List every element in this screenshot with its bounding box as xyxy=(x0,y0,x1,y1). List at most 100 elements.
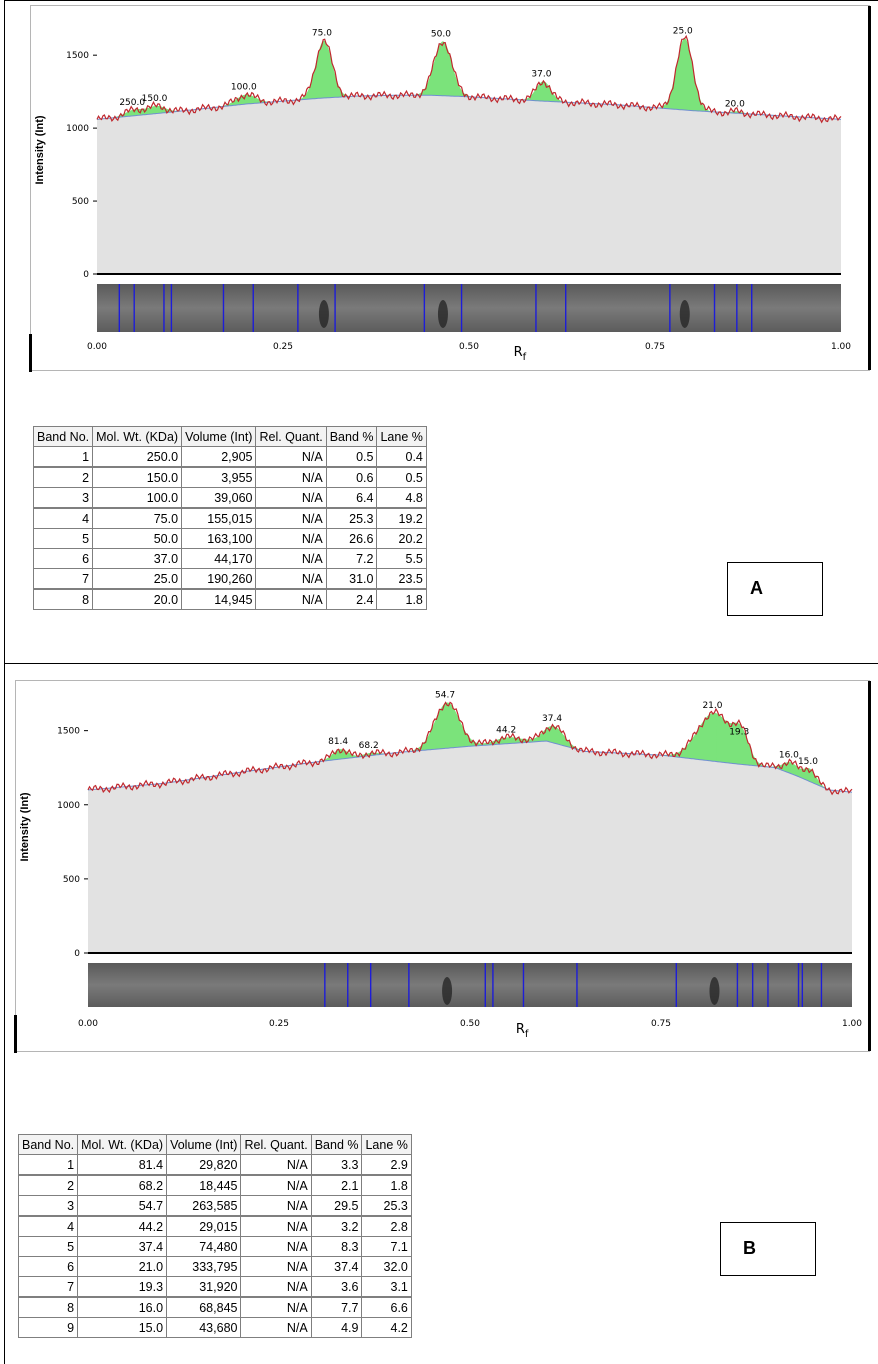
table-cell: 29.5 xyxy=(310,1195,363,1217)
table-cell: 6.4 xyxy=(325,487,378,509)
table-cell: 20.0 xyxy=(92,588,183,610)
table-cell: 1 xyxy=(17,1154,79,1176)
table-cell: N/A xyxy=(240,1174,312,1196)
table-row: 3 54.7 263,585 N/A 29.5 25.3 xyxy=(17,1195,412,1217)
column-header: Lane % xyxy=(376,426,427,447)
baseline-area xyxy=(97,95,841,274)
table-row: 5 50.0 163,100 N/A 26.6 20.2 xyxy=(32,528,427,549)
table-row: 8 20.0 14,945 N/A 2.4 1.8 xyxy=(32,588,427,610)
table-cell: 2.1 xyxy=(310,1174,363,1196)
panel-label: A xyxy=(750,578,763,598)
table-cell: 7.1 xyxy=(361,1236,412,1257)
frame-edge xyxy=(14,1015,17,1053)
table-cell: 7 xyxy=(17,1276,79,1298)
x-tick-label: 0.25 xyxy=(269,1019,289,1029)
table-cell: 1.8 xyxy=(361,1174,412,1196)
table-row: 6 37.0 44,170 N/A 7.2 5.5 xyxy=(32,548,427,569)
table-cell: 3.1 xyxy=(361,1276,412,1298)
densitometry-plot: 250.0 150.0 100.0 75.0 50.0 37.0 25.0 20.0 0 500 1… xyxy=(29,5,871,372)
gel-band xyxy=(709,977,720,1005)
x-tick-label: 1.00 xyxy=(831,342,851,352)
table-cell: 4.8 xyxy=(376,487,427,509)
table-cell: 4 xyxy=(32,507,94,529)
table-row: 8 16.0 68,845 N/A 7.7 6.6 xyxy=(17,1296,412,1318)
peak-area xyxy=(315,749,365,762)
panel-label: B xyxy=(743,1238,756,1258)
peak-label: 25.0 xyxy=(673,26,693,36)
column-header: Band % xyxy=(310,1134,363,1155)
intensity-profile-line xyxy=(96,34,842,124)
peak-area xyxy=(297,40,351,100)
table-cell: 100.0 xyxy=(92,487,183,509)
table-cell: 19.2 xyxy=(376,507,427,529)
table-cell: N/A xyxy=(255,568,327,590)
peak-label: 15.0 xyxy=(798,757,818,767)
peak-area xyxy=(658,38,711,112)
table-cell: 4.9 xyxy=(310,1317,363,1338)
table-cell: 37.0 xyxy=(92,548,183,569)
table-cell: 3 xyxy=(32,487,94,509)
table-row: 9 15.0 43,680 N/A 4.9 4.2 xyxy=(17,1317,412,1338)
column-header: Rel. Quant. xyxy=(240,1134,312,1155)
table-row: 1 81.4 29,820 N/A 3.3 2.9 xyxy=(17,1154,412,1176)
table-cell: 6 xyxy=(17,1256,79,1277)
x-axis-label: Rf xyxy=(516,1022,529,1040)
table-cell: 5 xyxy=(17,1236,79,1257)
table-cell: N/A xyxy=(255,507,327,529)
gel-band xyxy=(679,300,690,328)
table-cell: 14,945 xyxy=(181,588,257,610)
column-header: Band No. xyxy=(17,1134,79,1155)
table-cell: 8.3 xyxy=(310,1236,363,1257)
column-header: Volume (Int) xyxy=(181,426,257,447)
band-table: Band No. Mol. Wt. (KDa) Volume (Int) Rel. Q… xyxy=(17,1134,412,1338)
table-header-row: Band No. Mol. Wt. (KDa) Volume (Int) Rel. Q… xyxy=(17,1134,412,1155)
table-cell: 6 xyxy=(32,548,94,569)
peak-label: 150.0 xyxy=(142,94,168,104)
y-tick-label: 1000 xyxy=(66,124,89,134)
table-cell: 75.0 xyxy=(92,507,183,529)
y-tick-label: 1000 xyxy=(57,801,80,811)
table-cell: 2,905 xyxy=(181,446,257,468)
y-tick-label: 0 xyxy=(83,270,89,280)
table-row: 2 68.2 18,445 N/A 2.1 1.8 xyxy=(17,1174,412,1196)
gel-lane-strip xyxy=(97,284,841,332)
x-axis-label: Rf xyxy=(514,345,527,363)
x-axis-label-subscript: f xyxy=(523,352,527,363)
column-header: Band % xyxy=(325,426,378,447)
table-cell: 3.2 xyxy=(310,1215,363,1237)
table-row: 4 44.2 29,015 N/A 3.2 2.8 xyxy=(17,1215,412,1237)
table-cell: 7.7 xyxy=(310,1296,363,1318)
table-cell: 43,680 xyxy=(166,1317,242,1338)
peak-label: 100.0 xyxy=(231,83,257,93)
gel-band xyxy=(318,300,329,328)
table-cell: 2.4 xyxy=(325,588,378,610)
x-tick-label: 0.00 xyxy=(78,1019,98,1029)
table-cell: N/A xyxy=(255,588,327,610)
table-cell: 3 xyxy=(17,1195,79,1217)
table-cell: 25.3 xyxy=(325,507,378,529)
table-cell: N/A xyxy=(255,528,327,549)
column-header: Lane % xyxy=(361,1134,412,1155)
table-cell: 18,445 xyxy=(166,1174,242,1196)
table-cell: 54.7 xyxy=(77,1195,168,1217)
baseline-area xyxy=(88,741,852,953)
peak-area xyxy=(522,726,586,752)
table-cell: 3.3 xyxy=(310,1154,363,1176)
table-cell: N/A xyxy=(240,1317,312,1338)
table-cell: 155,015 xyxy=(181,507,257,529)
table-cell: 37.4 xyxy=(77,1236,168,1257)
table-cell: 29,820 xyxy=(166,1154,242,1176)
y-tick-label: 1500 xyxy=(57,727,80,737)
table-cell: 190,260 xyxy=(181,568,257,590)
table-cell: 16.0 xyxy=(77,1296,168,1318)
table-cell: 37.4 xyxy=(310,1256,363,1277)
table-cell: 19.3 xyxy=(77,1276,168,1298)
densitometry-chart: 81.4 68.2 54.7 44.2 37.4 21.0 19.3 16.015.0 0 500… xyxy=(19,690,862,1040)
table-cell: 29,015 xyxy=(166,1215,242,1237)
table-cell: N/A xyxy=(255,466,327,488)
frame-edge xyxy=(868,681,871,1051)
table-cell: 44,170 xyxy=(181,548,257,569)
table-row: 1 250.0 2,905 N/A 0.5 0.4 xyxy=(32,446,427,468)
table-cell: 25.0 xyxy=(92,568,183,590)
